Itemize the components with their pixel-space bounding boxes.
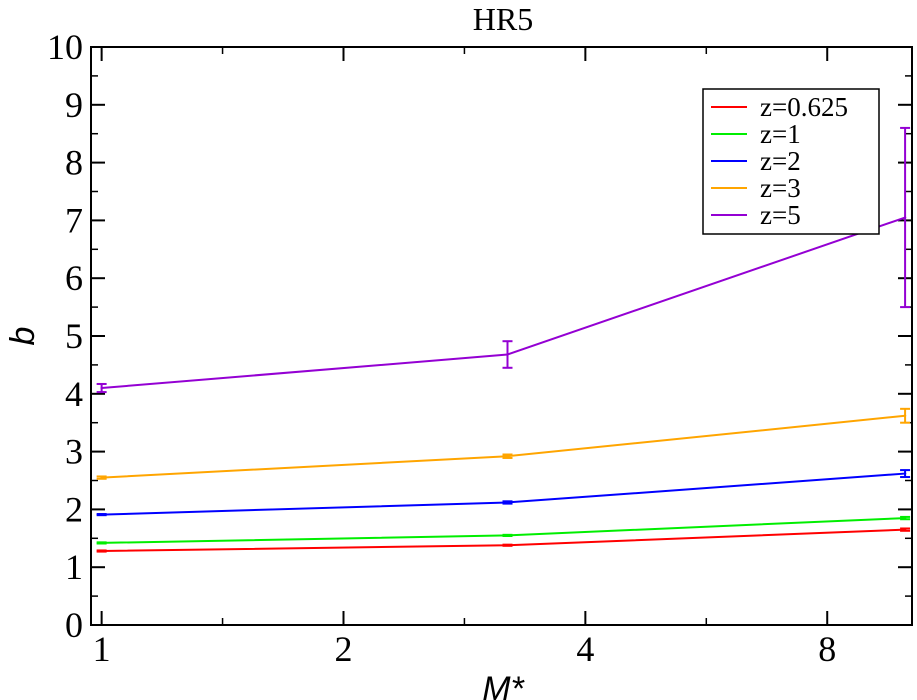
y-tick-label: 8 bbox=[65, 143, 83, 183]
y-tick-label: 0 bbox=[65, 605, 83, 645]
y-tick-label: 7 bbox=[65, 200, 83, 240]
y-tick-label: 9 bbox=[65, 85, 83, 125]
series-line bbox=[101, 414, 906, 479]
data-point bbox=[903, 528, 907, 531]
y-tick-label: 1 bbox=[65, 547, 83, 587]
y-tick-label: 3 bbox=[65, 432, 83, 472]
data-point bbox=[506, 353, 509, 356]
data-point bbox=[903, 414, 907, 417]
data-point bbox=[506, 501, 509, 504]
x-tick-label: 2 bbox=[334, 629, 352, 669]
plot-area bbox=[96, 126, 911, 553]
data-point bbox=[506, 455, 509, 458]
data-point bbox=[100, 386, 103, 390]
legend-label: z=2 bbox=[760, 146, 801, 176]
x-axis-label: M* bbox=[482, 670, 525, 700]
data-point bbox=[903, 216, 907, 219]
series-line bbox=[101, 472, 906, 516]
legend-label: z=0.625 bbox=[760, 92, 848, 122]
legend-label: z=1 bbox=[760, 119, 801, 149]
x-tick-label: 1 bbox=[93, 629, 111, 669]
y-tick-label: 4 bbox=[65, 374, 83, 414]
data-point bbox=[506, 544, 509, 547]
x-tick-label: 4 bbox=[576, 629, 594, 669]
y-tick-label: 5 bbox=[65, 316, 83, 356]
data-point bbox=[100, 549, 103, 553]
data-point bbox=[100, 476, 103, 479]
series-z=1 bbox=[96, 515, 911, 545]
y-tick-label: 6 bbox=[65, 258, 83, 298]
series-z=2 bbox=[96, 469, 911, 517]
data-point bbox=[903, 472, 907, 475]
y-tick-label: 2 bbox=[65, 489, 83, 529]
chart-title: HR5 bbox=[473, 1, 533, 37]
data-point bbox=[100, 541, 103, 545]
series-z=0.625 bbox=[96, 527, 911, 553]
legend-label: z=5 bbox=[760, 200, 801, 230]
legend-label: z=3 bbox=[760, 173, 801, 203]
data-point bbox=[506, 534, 509, 537]
series-line bbox=[101, 216, 906, 390]
data-point bbox=[903, 516, 907, 520]
series-z=3 bbox=[96, 407, 911, 480]
y-tick-label: 10 bbox=[47, 27, 83, 67]
series-line bbox=[101, 517, 906, 544]
x-tick-label: 8 bbox=[818, 629, 836, 669]
y-axis-label: b bbox=[4, 327, 42, 346]
data-point bbox=[100, 513, 103, 516]
series-z=5 bbox=[96, 126, 911, 394]
